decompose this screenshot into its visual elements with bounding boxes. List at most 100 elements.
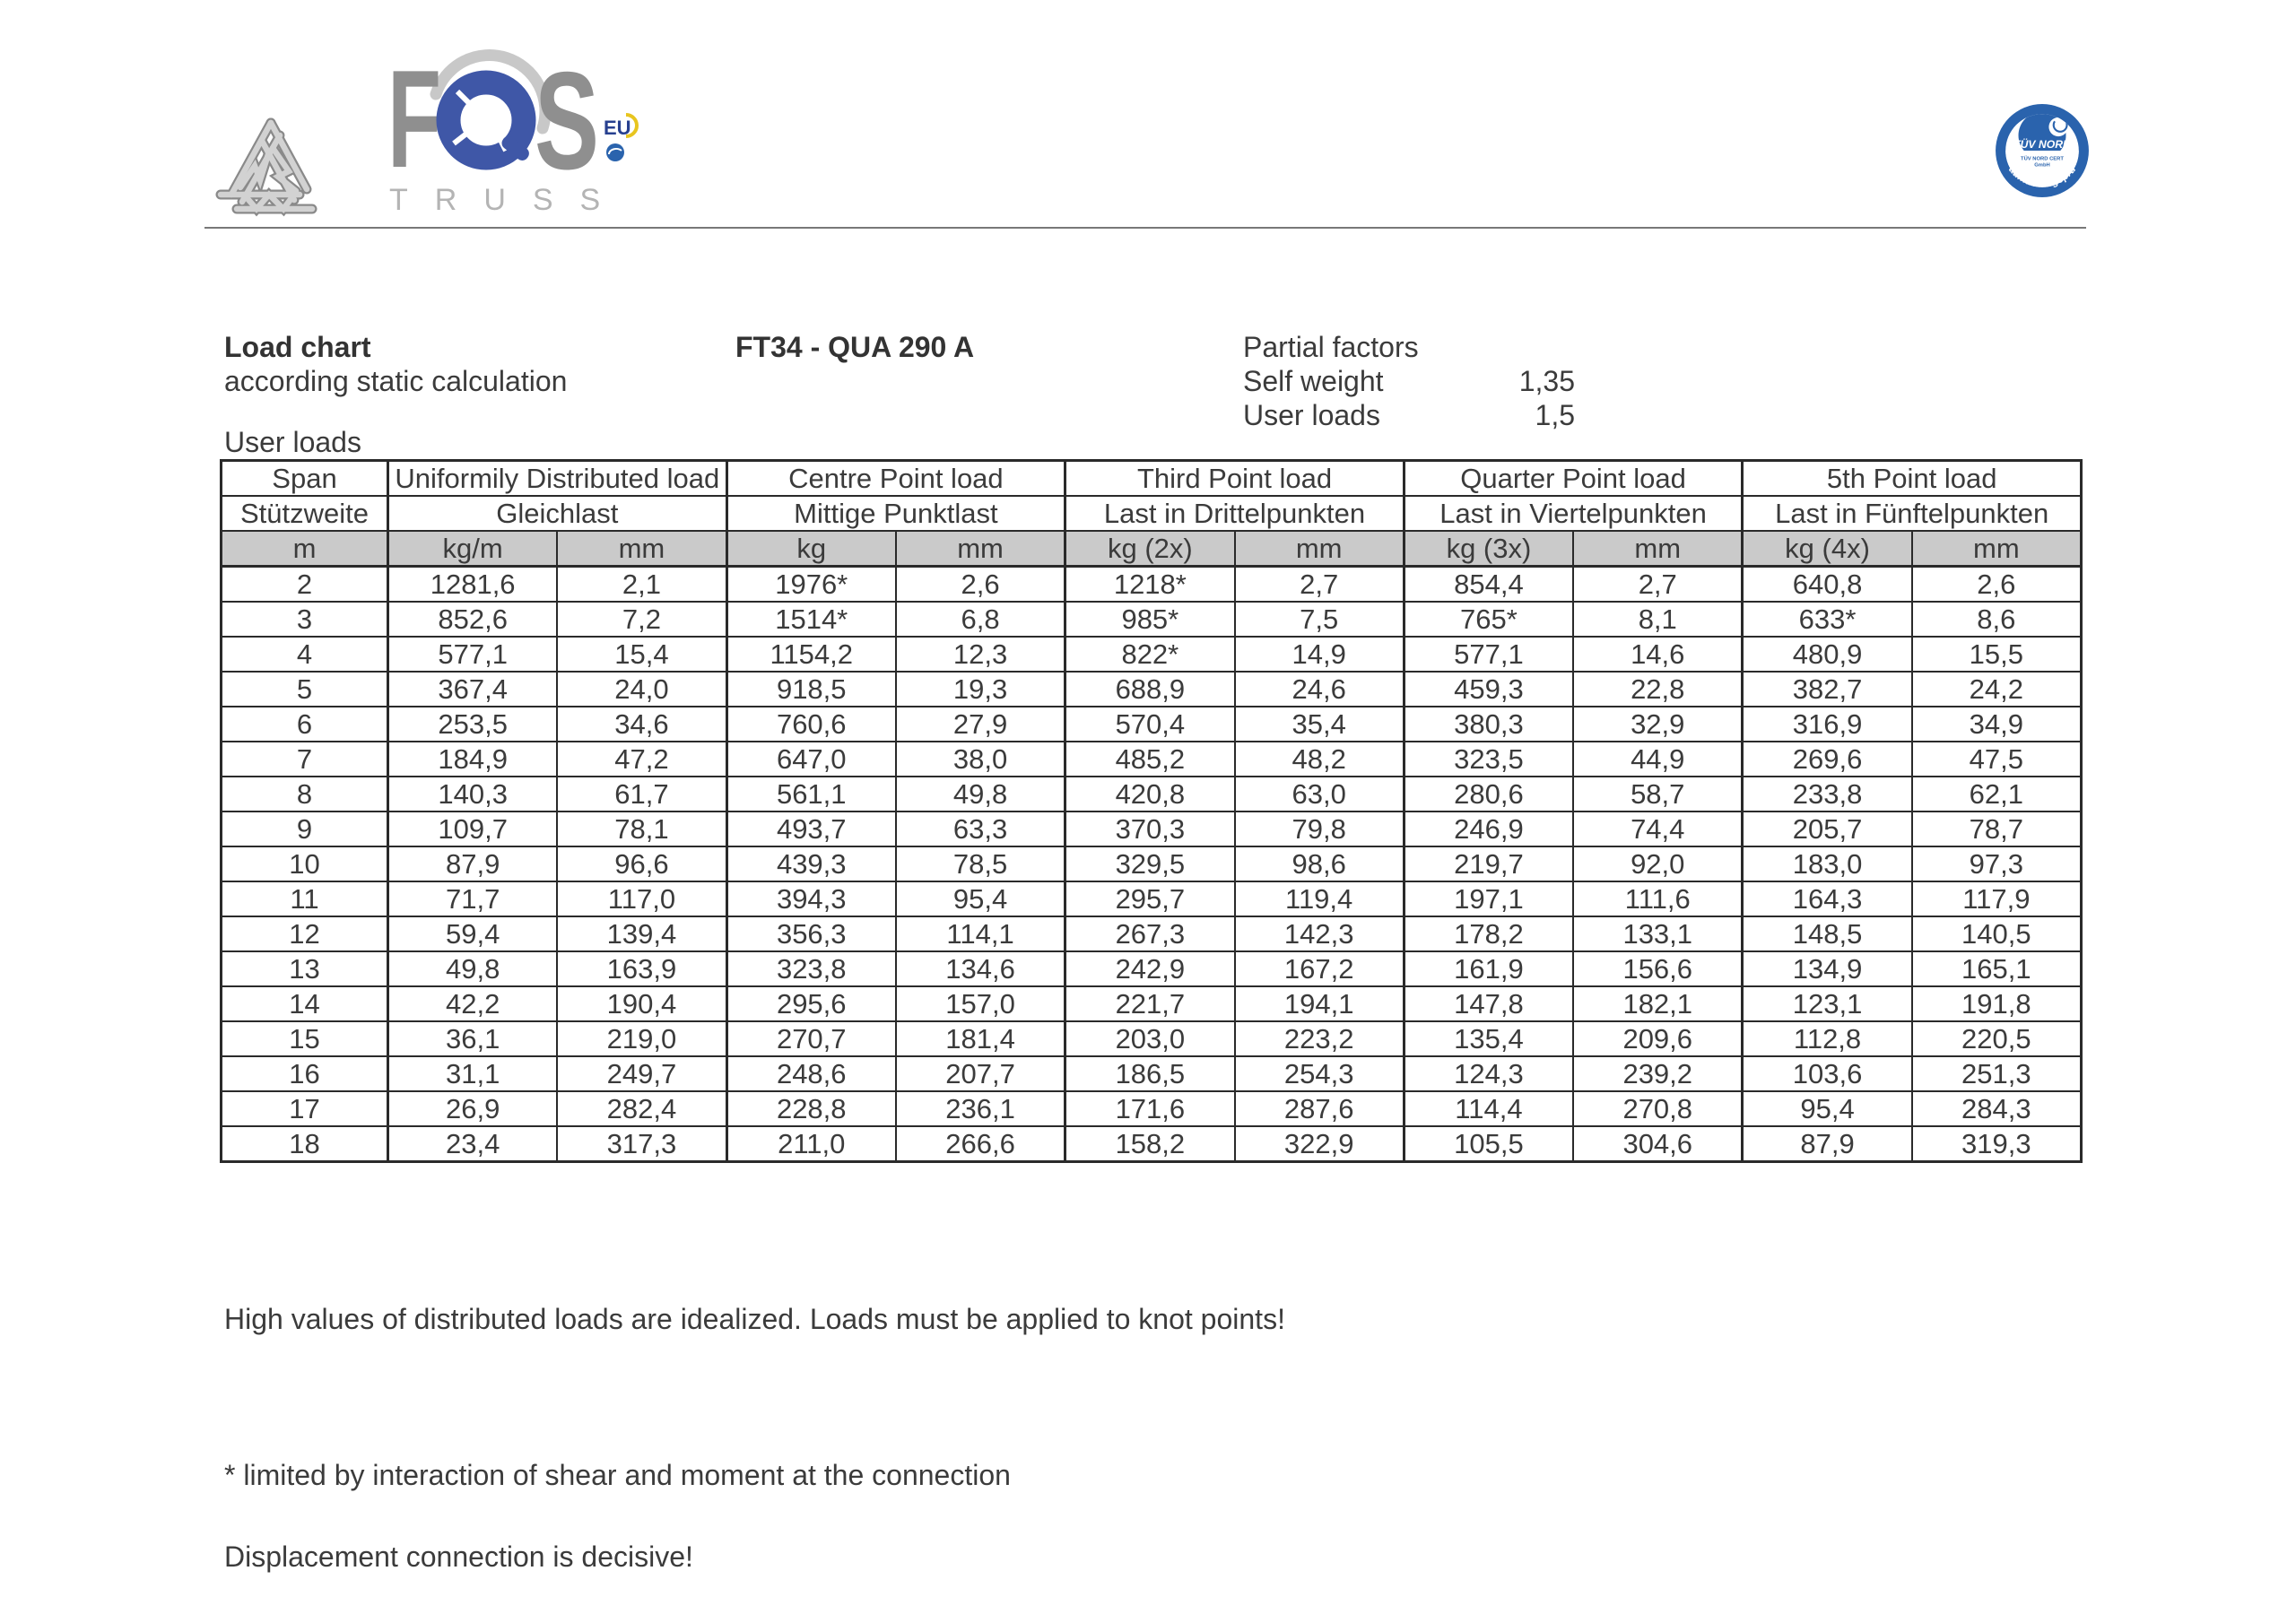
- value-cell: 48,2: [1233, 741, 1405, 777]
- value-cell: 647,0: [725, 741, 897, 777]
- value-cell: 124,3: [1402, 1055, 1575, 1092]
- value-cell: 156,6: [1572, 950, 1744, 987]
- value-cell: 98,6: [1233, 846, 1405, 882]
- value-cell: 822*: [1064, 636, 1236, 673]
- value-cell: 270,8: [1572, 1090, 1744, 1127]
- value-cell: 304,6: [1572, 1125, 1744, 1163]
- value-cell: 117,0: [556, 881, 728, 917]
- value-cell: 62,1: [1910, 776, 2083, 812]
- value-cell: 1154,2: [725, 636, 897, 673]
- value-cell: 114,1: [894, 916, 1066, 952]
- value-cell: 22,8: [1572, 671, 1744, 707]
- unit-kg: kg: [725, 530, 897, 568]
- value-cell: 35,4: [1233, 706, 1405, 742]
- table-row: 6 253,5 34,6 760,6 27,9 570,4 35,4 380,3 32,9 316…: [220, 706, 2083, 742]
- value-cell: 367,4: [387, 671, 559, 707]
- value-cell: 420,8: [1064, 776, 1236, 812]
- value-cell: 163,9: [556, 950, 728, 987]
- value-cell: 220,5: [1910, 1020, 2083, 1057]
- value-cell: 140,3: [387, 776, 559, 812]
- value-cell: 47,5: [1910, 741, 2083, 777]
- value-cell: 485,2: [1064, 741, 1236, 777]
- value-cell: 134,6: [894, 950, 1066, 987]
- value-cell: 356,3: [725, 916, 897, 952]
- table-row: 5 367,4 24,0 918,5 19,3 688,9 24,6 459,3 22,8 382…: [220, 671, 2083, 707]
- truss-triangle-logo: [213, 112, 326, 220]
- table-row: 15 36,1 219,0 270,7 181,4 203,0 223,2 135,4 209,…: [220, 1020, 2083, 1057]
- value-cell: 34,9: [1910, 706, 2083, 742]
- table-row: 12 59,4 139,4 356,3 114,1 267,3 142,3 178,2 133,…: [220, 916, 2083, 952]
- footnote-idealized: High values of distributed loads are ide…: [224, 1303, 1285, 1335]
- logo-letter-q: [436, 70, 536, 170]
- value-cell: 633*: [1741, 601, 1913, 638]
- value-cell: 2,6: [1910, 565, 2083, 603]
- value-cell: 284,3: [1910, 1090, 2083, 1127]
- logo-letter-f: F: [387, 45, 441, 196]
- unit-kg4x: kg (4x): [1741, 530, 1913, 568]
- value-cell: 181,4: [894, 1020, 1066, 1057]
- col-group-udl-en: Uniformily Distributed load: [387, 459, 728, 497]
- span-cell: 5: [220, 671, 389, 707]
- value-cell: 178,2: [1402, 916, 1575, 952]
- value-cell: 254,3: [1233, 1055, 1405, 1092]
- value-cell: 58,7: [1572, 776, 1744, 812]
- value-cell: 103,6: [1741, 1055, 1913, 1092]
- self-weight-value: 1,35: [1518, 365, 1575, 397]
- value-cell: 1514*: [725, 601, 897, 638]
- value-cell: 233,8: [1741, 776, 1913, 812]
- value-cell: 105,5: [1402, 1125, 1575, 1163]
- col-group-fifth-en: 5th Point load: [1741, 459, 2083, 497]
- value-cell: 985*: [1064, 601, 1236, 638]
- value-cell: 111,6: [1572, 881, 1744, 917]
- unit-mm-2: mm: [894, 530, 1066, 568]
- svg-text:EU: EU: [604, 117, 631, 139]
- value-cell: 242,9: [1064, 950, 1236, 987]
- tuv-gmbh-line: GmbH: [2034, 162, 2050, 168]
- value-cell: 79,8: [1233, 811, 1405, 847]
- table-row: 4 577,1 15,4 1154,2 12,3 822* 14,9 577,1 14,6 480…: [220, 636, 2083, 673]
- value-cell: 248,6: [725, 1055, 897, 1092]
- span-cell: 11: [220, 881, 389, 917]
- value-cell: 221,7: [1064, 985, 1236, 1022]
- footnote-displacement: Displacement connection is decisive!: [224, 1541, 693, 1573]
- value-cell: 1976*: [725, 565, 897, 603]
- table-row: 3 852,6 7,2 1514* 6,8 985* 7,5 765* 8,1 633* 8,6: [220, 601, 2083, 638]
- value-cell: 119,4: [1233, 881, 1405, 917]
- value-cell: 854,4: [1402, 565, 1575, 603]
- value-cell: 319,3: [1910, 1125, 2083, 1163]
- value-cell: 7,5: [1233, 601, 1405, 638]
- value-cell: 78,5: [894, 846, 1066, 882]
- value-cell: 148,5: [1741, 916, 1913, 952]
- value-cell: 135,4: [1402, 1020, 1575, 1057]
- value-cell: 2,6: [894, 565, 1066, 603]
- value-cell: 117,9: [1910, 881, 2083, 917]
- value-cell: 158,2: [1064, 1125, 1236, 1163]
- value-cell: 270,7: [725, 1020, 897, 1057]
- col-group-centre-de: Mittige Punktlast: [725, 495, 1066, 532]
- value-cell: 49,8: [894, 776, 1066, 812]
- value-cell: 323,5: [1402, 741, 1575, 777]
- table-row: 9 109,7 78,1 493,7 63,3 370,3 79,8 246,9 74,4 205…: [220, 811, 2083, 847]
- table-row: 7 184,9 47,2 647,0 38,0 485,2 48,2 323,5 44,9 269…: [220, 741, 2083, 777]
- value-cell: 223,2: [1233, 1020, 1405, 1057]
- value-cell: 228,8: [725, 1090, 897, 1127]
- value-cell: 147,8: [1402, 985, 1575, 1022]
- col-group-fifth-de: Last in Fünftelpunkten: [1741, 495, 2083, 532]
- value-cell: 287,6: [1233, 1090, 1405, 1127]
- unit-m: m: [220, 530, 389, 568]
- fqs-logo: F S EU TRUSS: [386, 41, 655, 224]
- header-divider: [204, 227, 2086, 229]
- self-weight-row: Self weight 1,35: [1243, 364, 1575, 398]
- col-group-span-en: Span: [220, 459, 389, 497]
- unit-mm-1: mm: [556, 530, 728, 568]
- value-cell: 282,4: [556, 1090, 728, 1127]
- value-cell: 139,4: [556, 916, 728, 952]
- header-row-en: Span Uniformily Distributed load Centre …: [220, 459, 2083, 497]
- truss-triangle-icon: [215, 117, 317, 217]
- value-cell: 253,5: [387, 706, 559, 742]
- value-cell: 852,6: [387, 601, 559, 638]
- value-cell: 1218*: [1064, 565, 1236, 603]
- load-table-body: 2 1281,6 2,1 1976* 2,6 1218* 2,7 854,4 2,7 640,8 2…: [220, 565, 2083, 1163]
- load-table: Span Uniformily Distributed load Centre …: [220, 459, 2083, 1163]
- value-cell: 14,9: [1233, 636, 1405, 673]
